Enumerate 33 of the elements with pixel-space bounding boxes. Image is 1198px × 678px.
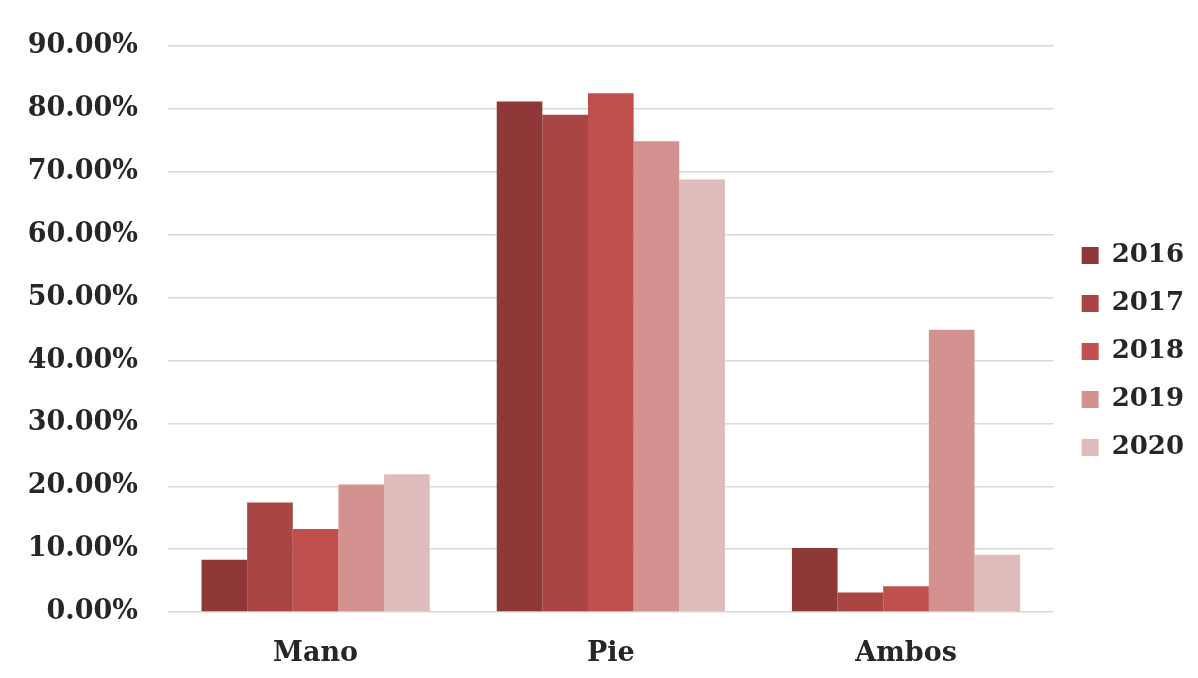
- legend-label: 2017: [1111, 286, 1185, 317]
- legend-label: 2018: [1111, 334, 1185, 365]
- legend-label: 2020: [1111, 430, 1185, 461]
- y-tick-label: 70.00%: [27, 153, 138, 185]
- y-tick-label: 10.00%: [27, 531, 138, 563]
- y-tick-label: 30.00%: [27, 405, 138, 437]
- x-tick-label: Pie: [586, 636, 635, 668]
- bar: [633, 141, 680, 612]
- legend-label: 2019: [1111, 382, 1185, 413]
- y-tick-label: 60.00%: [27, 216, 138, 248]
- bar: [588, 93, 634, 612]
- y-tick-label: 20.00%: [27, 468, 138, 500]
- y-tick-label: 0.00%: [46, 594, 138, 626]
- y-tick-label: 90.00%: [27, 28, 138, 60]
- bar: [679, 179, 725, 612]
- bar: [338, 484, 385, 612]
- bar: [791, 547, 838, 612]
- legend-label: 2016: [1111, 238, 1185, 269]
- y-tick-label: 80.00%: [27, 91, 138, 123]
- x-tick-label: Ambos: [854, 636, 957, 668]
- bar: [201, 559, 248, 612]
- bar: [837, 592, 884, 612]
- bar: [496, 101, 543, 612]
- bar: [292, 529, 339, 612]
- bar: [883, 586, 929, 612]
- bar: [542, 114, 588, 612]
- bar: [384, 474, 430, 612]
- bar: [974, 554, 1021, 612]
- y-tick-label: 40.00%: [27, 342, 138, 374]
- bar: [247, 502, 293, 612]
- x-tick-label: Mano: [273, 636, 359, 668]
- y-tick-label: 50.00%: [27, 279, 138, 311]
- bar: [928, 329, 975, 612]
